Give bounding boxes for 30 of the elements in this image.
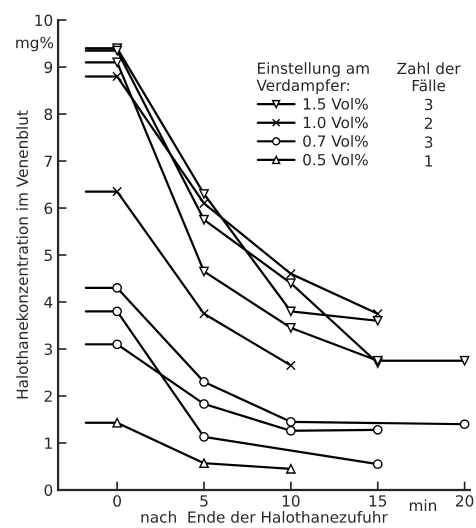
y-tick-label: 5 xyxy=(44,250,52,262)
x-tick-label: 5 xyxy=(200,495,208,507)
annotation: Zahl der Fälle xyxy=(397,62,461,92)
legend-title: Einstellung am Verdampfer: xyxy=(256,62,369,94)
annotation: 2 xyxy=(424,118,432,129)
x-tick-label: 0 xyxy=(113,495,121,507)
y-tick-label: 3 xyxy=(44,343,52,356)
y-tick-label: 0 xyxy=(44,484,52,496)
legend-label: 0.7 Vol% xyxy=(303,135,368,147)
y-tick-label: 8 xyxy=(44,108,52,120)
y-tick-label: 10 xyxy=(35,14,52,26)
y-tick-label: 7 xyxy=(44,156,52,167)
y-tick-label: 9 xyxy=(44,62,52,74)
x-tick-label: 20 xyxy=(456,495,474,507)
legend-label: 1.5 Vol% xyxy=(304,98,368,110)
x-tick-label: 10 xyxy=(282,495,300,507)
y-tick-label: 1 xyxy=(45,438,52,449)
annotation: 1 xyxy=(425,155,432,167)
annotation: 3 xyxy=(424,98,432,110)
legend-label: 0.5 Vol% xyxy=(303,154,368,166)
y-tick-label: 2 xyxy=(44,390,52,402)
legend-label: 1.0 Vol% xyxy=(304,116,368,128)
y-tick-label: 6 xyxy=(44,202,52,214)
x-axis-title: nach Ende der Halothanezufuhr xyxy=(142,511,388,523)
y-axis-title: Halothanekonzentration im Venenblut xyxy=(16,110,28,398)
text: min xyxy=(410,499,436,511)
annotation: 3 xyxy=(424,136,432,148)
x-tick-label: 15 xyxy=(370,495,386,507)
y-tick-label: 4 xyxy=(44,296,52,308)
text: mg% xyxy=(16,36,54,52)
